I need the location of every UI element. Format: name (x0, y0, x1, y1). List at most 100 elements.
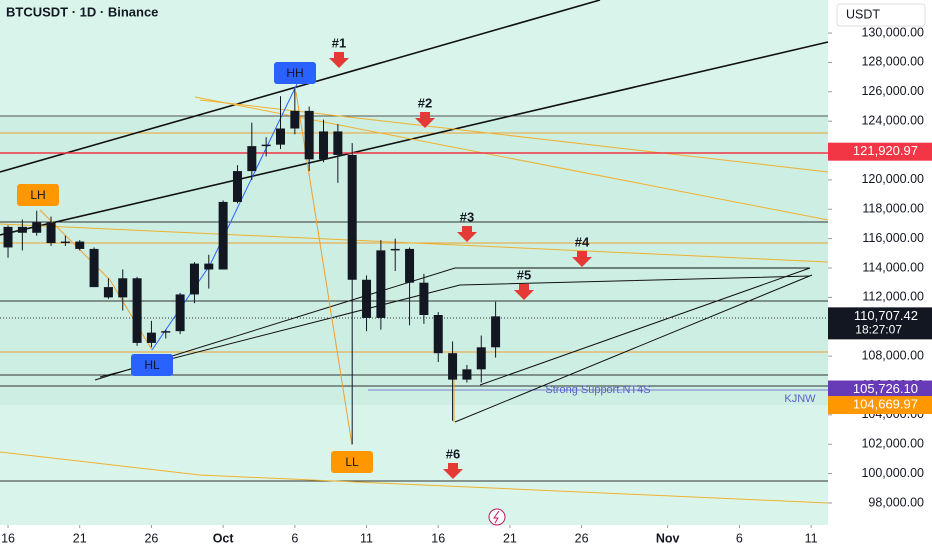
candle-body (405, 248, 415, 283)
annotation-box (131, 354, 173, 376)
price-axis (828, 0, 932, 550)
y-tick-label: 118,000.00 (862, 202, 924, 216)
y-tick-label: 108,000.00 (861, 348, 924, 362)
trend-line (0, 223, 829, 263)
countdown: 18:27:07 (855, 323, 902, 337)
y-tick-label: 102,000.00 (861, 437, 924, 451)
candle-body (362, 279, 372, 318)
candle-body (390, 248, 400, 251)
candle-body (491, 316, 501, 348)
price-label-box (828, 142, 932, 161)
icon-bolt (493, 510, 500, 524)
candle-body (347, 154, 357, 280)
candle-body (60, 241, 70, 244)
candle-body (189, 263, 199, 295)
currency: USDT (846, 7, 880, 21)
arrow (514, 284, 534, 300)
annotation: Strong Support.NT4S (545, 384, 650, 396)
x-tick-label: Oct (213, 531, 235, 545)
annotation: HL (144, 358, 160, 372)
wedge-line (479, 267, 811, 386)
candle-body (476, 347, 486, 370)
x-tick-label: 11 (360, 531, 373, 545)
x-tick-label: 26 (575, 531, 589, 545)
x-tick-label: 21 (73, 531, 87, 545)
candle-body (146, 332, 156, 343)
y-tick-label: 124,000.00 (861, 113, 924, 127)
annotation: LL (345, 455, 359, 469)
candle-body (275, 128, 285, 145)
channel-line (0, 0, 601, 173)
candle-body (17, 226, 27, 233)
currency-box[interactable] (836, 3, 926, 27)
y-tick-label: 120,000.00 (861, 172, 924, 186)
annotation: #4 (575, 234, 590, 249)
x-tick-label: 26 (144, 531, 158, 545)
x-tick-label: 21 (503, 531, 517, 545)
price-label: 105,726.10 (853, 381, 918, 396)
candle-body (161, 331, 171, 333)
candle-body (333, 131, 343, 155)
trendlines (0, 0, 829, 504)
candle-body (419, 282, 429, 315)
candle-body (32, 222, 42, 233)
annotation-box (274, 62, 316, 84)
arrow (415, 112, 435, 128)
arrow (443, 463, 463, 479)
annotation: #1 (332, 35, 346, 50)
annotation: HH (286, 66, 303, 80)
x-tick-label: 6 (291, 531, 298, 545)
wedge-line (99, 275, 811, 378)
y-tick-label: 126,000.00 (861, 84, 924, 98)
icon[interactable] (488, 508, 506, 526)
x-tick-label: 16 (1, 531, 15, 545)
price-label-box (828, 307, 932, 340)
price-label: 110,707.42 (854, 308, 918, 323)
candle-body (462, 369, 472, 380)
candle-body (89, 248, 99, 288)
price-label: 104,669.97 (853, 396, 918, 411)
x-tick-label: 16 (431, 531, 445, 545)
candle-body (376, 250, 386, 318)
x-tick-label: 11 (805, 531, 818, 545)
candle-body (218, 201, 228, 270)
y-tick-label: 112,000.00 (862, 290, 924, 304)
candle-body (75, 241, 85, 249)
annotation: #5 (517, 267, 531, 282)
candle-body (46, 222, 56, 244)
price-label: 121,920.97 (853, 143, 918, 158)
annotation: #2 (418, 95, 432, 110)
candle-body (290, 110, 300, 129)
annotation: LH (30, 188, 45, 202)
arrow (572, 251, 592, 267)
candle-body (3, 226, 13, 248)
candle-body (132, 278, 142, 343)
annotation: #3 (460, 209, 474, 224)
price-label-box (828, 380, 932, 399)
trend-line (0, 451, 829, 504)
annotation: KJNW (784, 393, 816, 405)
candle-body (261, 144, 271, 147)
y-tick-label: 100,000.00 (861, 466, 924, 480)
candle-body (204, 263, 214, 270)
price-label-box (828, 396, 932, 415)
channel-line (0, 41, 829, 236)
candle-body (232, 171, 242, 202)
x-tick-label: Nov (656, 531, 680, 545)
annotation-box (17, 184, 59, 206)
candle-body (448, 353, 458, 380)
arrow (457, 226, 477, 242)
candle-body (175, 294, 185, 332)
y-tick-label: 116,000.00 (862, 231, 924, 245)
candle-body (118, 278, 128, 298)
y-tick-label: 114,000.00 (862, 260, 924, 274)
candle-body (304, 110, 314, 160)
wedge-line (94, 267, 810, 381)
wedge-line (454, 274, 813, 423)
arrow (329, 52, 349, 68)
trend-line (199, 99, 829, 173)
annotation-box (331, 451, 373, 473)
candle-body (103, 287, 113, 298)
candle-body (433, 315, 443, 354)
